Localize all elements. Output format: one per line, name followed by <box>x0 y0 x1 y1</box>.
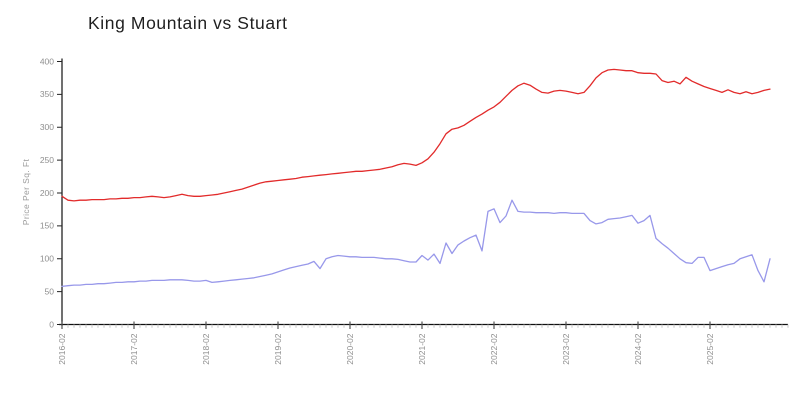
y-tick-label: 400 <box>40 56 54 66</box>
king-mountain-line <box>61 68 771 202</box>
y-axis-ticks: 0 50 100 150 200 250 300 350 400 <box>40 56 62 329</box>
x-tick-label: 2017-02 <box>129 333 139 364</box>
x-tick-label: 2020-02 <box>345 333 355 364</box>
chart-title: King Mountain vs Stuart <box>88 13 288 33</box>
x-tick-label: 2016-02 <box>57 333 67 364</box>
y-axis-label: Price Per Sq. Ft <box>21 159 31 226</box>
y-tick-label: 250 <box>40 155 54 165</box>
y-tick-label: 350 <box>40 89 54 99</box>
y-tick-label: 50 <box>45 286 55 296</box>
x-tick-label: 2021-02 <box>417 333 427 364</box>
y-tick-label: 200 <box>40 188 54 198</box>
axes <box>59 58 788 326</box>
y-tick-label: 0 <box>49 319 54 329</box>
x-tick-label: 2024-02 <box>633 333 643 364</box>
stuart-line <box>61 199 771 288</box>
x-tick-label: 2022-02 <box>489 333 499 364</box>
x-tick-label: 2025-02 <box>705 333 715 364</box>
x-tick-label: 2023-02 <box>561 333 571 364</box>
y-tick-label: 100 <box>40 254 54 264</box>
x-tick-label: 2018-02 <box>201 333 211 364</box>
y-tick-label: 150 <box>40 221 54 231</box>
x-tick-label: 2019-02 <box>273 333 283 364</box>
x-axis-ticks: 2016-02 2017-02 2018-02 2019-02 2020-02 2021-… <box>57 321 789 365</box>
y-tick-label: 300 <box>40 122 54 132</box>
